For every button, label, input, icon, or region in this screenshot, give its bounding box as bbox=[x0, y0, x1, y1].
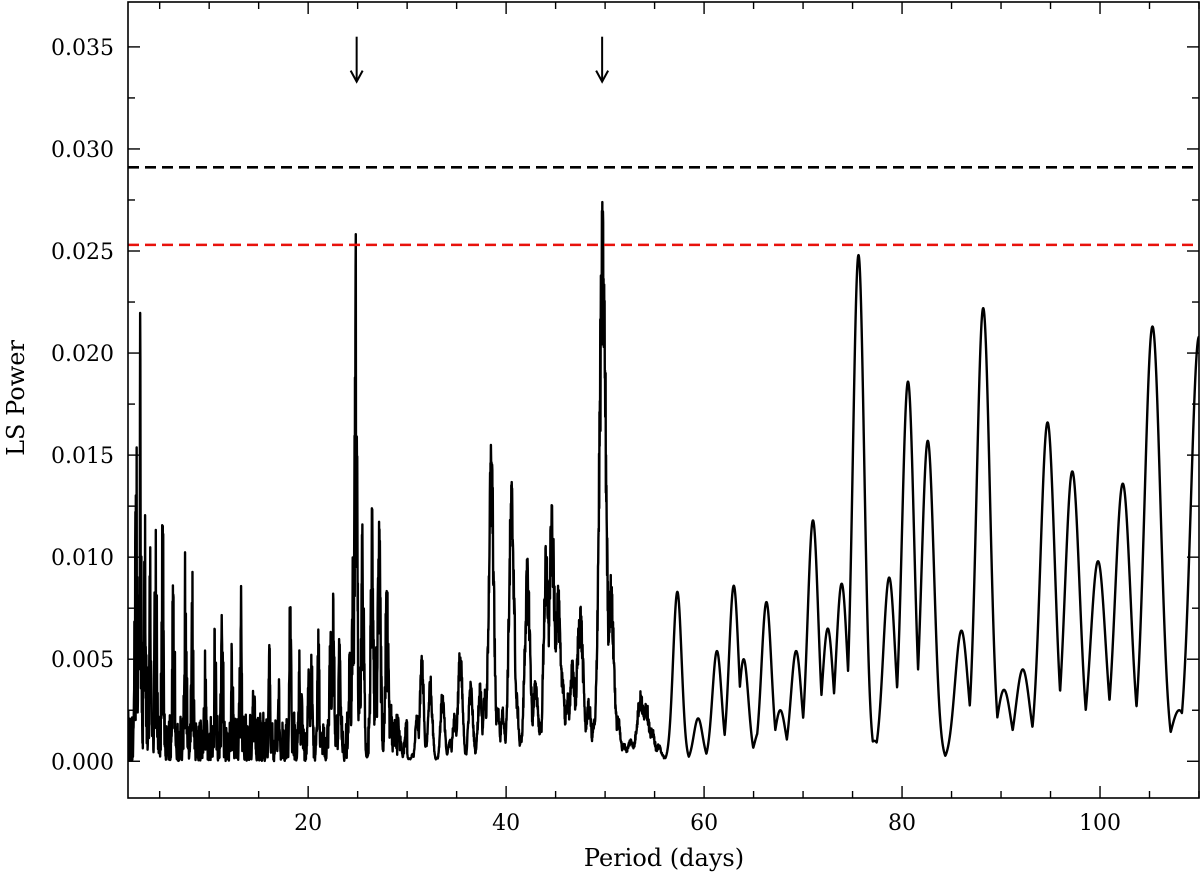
x-tick-label: 40 bbox=[492, 811, 520, 836]
series-line-ls-power bbox=[128, 200, 1199, 763]
x-tick-label: 60 bbox=[690, 811, 718, 836]
y-tick-label: 0.035 bbox=[51, 36, 114, 61]
x-tick-label: 80 bbox=[888, 811, 916, 836]
x-tick-label: 100 bbox=[1079, 811, 1121, 836]
plot-frame bbox=[127, 1, 1200, 799]
y-tick-label: 0.015 bbox=[51, 444, 114, 469]
axis-ticks bbox=[128, 2, 1200, 798]
x-tick-label: 20 bbox=[294, 811, 322, 836]
y-tick-label: 0.020 bbox=[51, 342, 114, 367]
y-tick-label: 0.010 bbox=[51, 546, 114, 571]
peak-arrow-1 bbox=[595, 36, 610, 84]
y-tick-label: 0.025 bbox=[51, 240, 114, 265]
y-tick-label: 0.000 bbox=[51, 750, 114, 775]
x-axis-label: Period (days) bbox=[584, 844, 744, 872]
y-tick-label: 0.030 bbox=[51, 138, 114, 163]
y-tick-label: 0.005 bbox=[51, 648, 114, 673]
plot-area bbox=[127, 1, 1200, 799]
peak-arrow-0 bbox=[349, 36, 364, 84]
tick-labels: 20 40 60 80 100 0.000 0.005 0.010 0.015 0.020 0.02… bbox=[51, 36, 1121, 836]
y-axis-label: LS Power bbox=[2, 340, 30, 456]
